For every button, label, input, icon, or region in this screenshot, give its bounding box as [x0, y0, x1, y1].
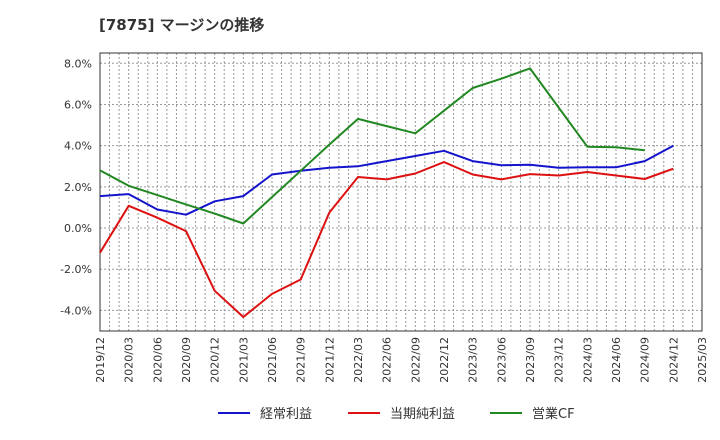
series-line-1 [99, 161, 674, 318]
legend: 経常利益 当期純利益 営業CF [218, 406, 575, 422]
x-tick-label: 2024/09 [639, 337, 652, 383]
grid-lines [99, 53, 703, 331]
x-tick-label: 2023/09 [524, 337, 537, 383]
x-axis-ticks: 2019/12 2020/03 2020/06 2020/09 2020/12 2021/… [94, 337, 709, 383]
y-tick-label: 4.0% [64, 140, 92, 153]
series-line-2 [99, 67, 645, 225]
chart-title: [7875] マージンの推移 [99, 16, 265, 34]
y-tick-label: -4.0% [60, 304, 92, 317]
x-tick-label: 2023/12 [553, 337, 566, 383]
x-tick-label: 2025/03 [696, 337, 709, 383]
y-tick-label: -2.0% [60, 263, 92, 276]
x-tick-label: 2022/09 [409, 337, 422, 383]
y-tick-label: 8.0% [64, 57, 92, 70]
y-tick-label: 6.0% [64, 98, 92, 111]
x-tick-label: 2024/03 [581, 337, 594, 383]
x-tick-label: 2024/06 [610, 337, 623, 383]
x-tick-label: 2020/06 [151, 337, 164, 383]
legend-label: 当期純利益 [390, 407, 455, 422]
y-tick-label: 2.0% [64, 181, 92, 194]
x-tick-label: 2023/06 [495, 337, 508, 383]
x-tick-label: 2020/03 [123, 337, 136, 383]
x-tick-label: 2019/12 [94, 337, 107, 383]
x-tick-label: 2021/09 [295, 337, 308, 383]
x-tick-label: 2021/12 [323, 337, 336, 383]
y-axis-ticks: 8.0% 6.0% 4.0% 2.0% 0.0% -2.0% -4.0% [60, 57, 92, 317]
x-tick-label: 2022/12 [438, 337, 451, 383]
x-tick-label: 2021/03 [237, 337, 250, 383]
series-lines [99, 67, 674, 318]
y-tick-label: 0.0% [64, 222, 92, 235]
x-tick-label: 2020/12 [209, 337, 222, 383]
plot-area-border [99, 52, 703, 332]
x-tick-label: 2022/03 [352, 337, 365, 383]
series-line-0 [99, 144, 674, 216]
legend-label: 経常利益 [260, 407, 312, 422]
x-tick-label: 2021/06 [266, 337, 279, 383]
legend-label: 営業CF [532, 406, 575, 422]
x-tick-label: 2022/06 [381, 337, 394, 383]
x-tick-label: 2020/09 [180, 337, 193, 383]
x-tick-label: 2024/12 [667, 337, 680, 383]
x-tick-label: 2023/03 [467, 337, 480, 383]
